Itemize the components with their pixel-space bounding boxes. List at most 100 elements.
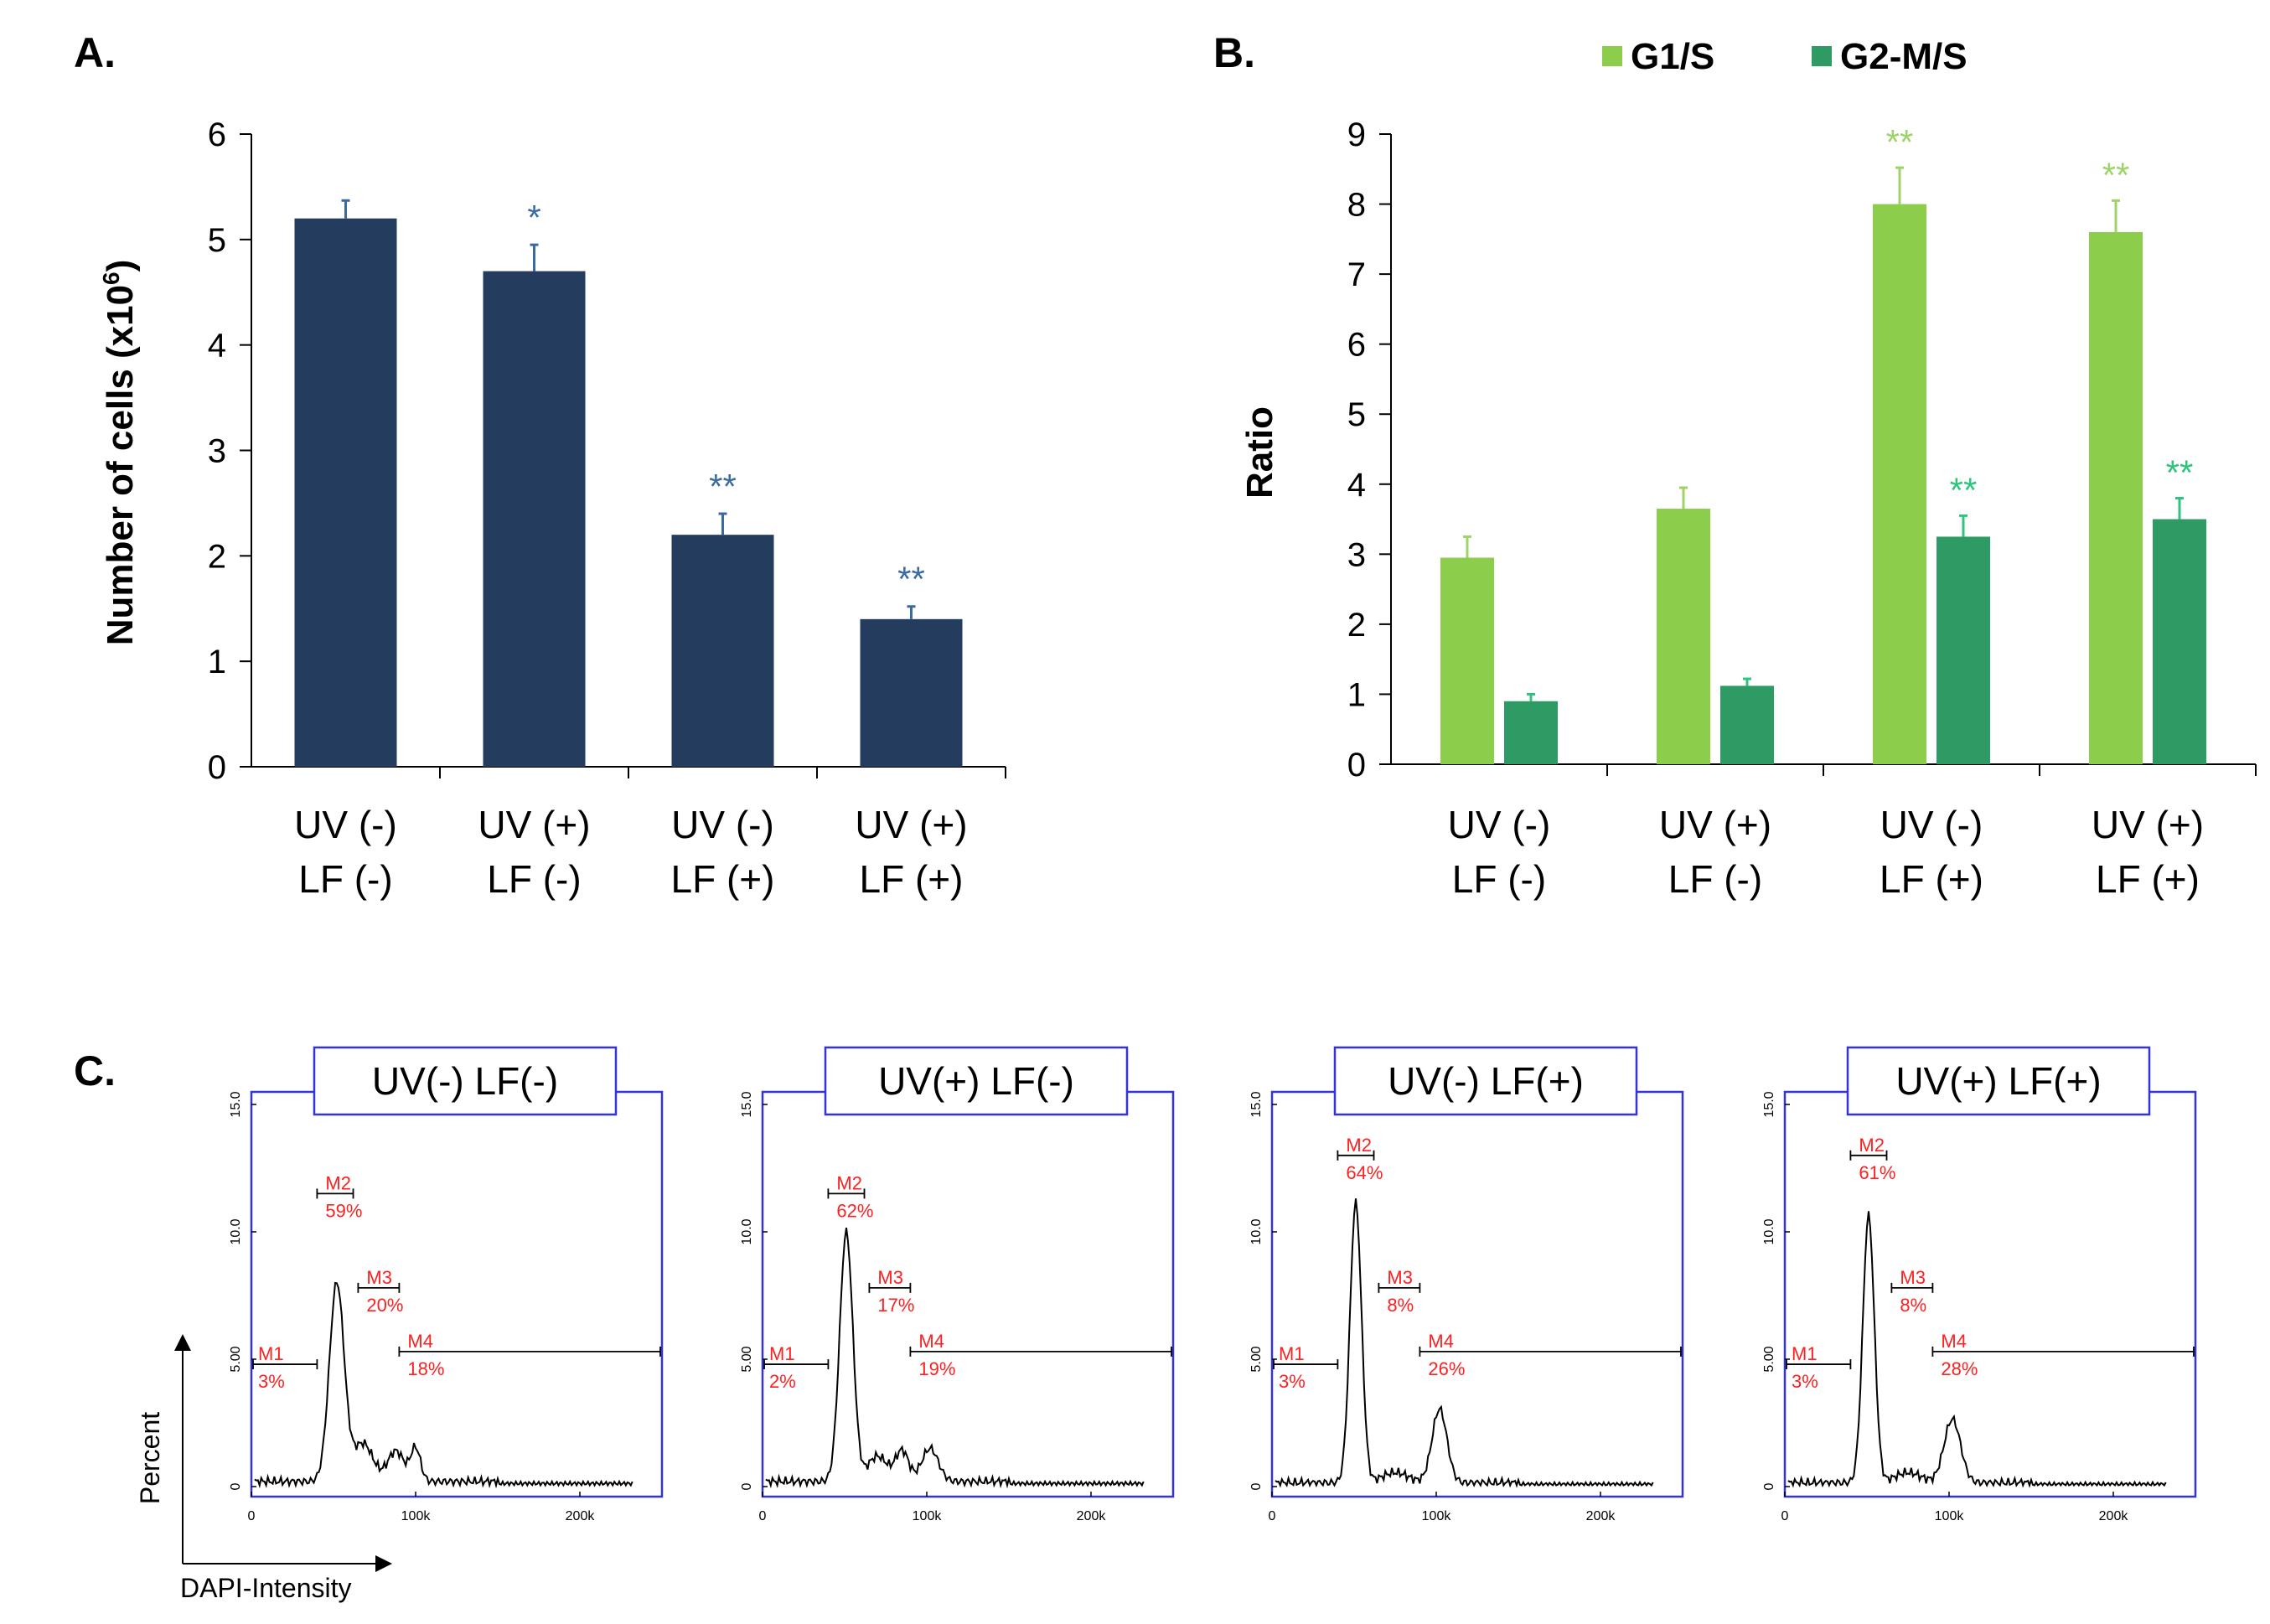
a-category-line1: UV (+)	[855, 803, 967, 846]
gate-marker-percent: 62%	[836, 1200, 873, 1221]
b-category-line1: UV (+)	[1659, 803, 1771, 846]
histogram-y-tick-label: 0	[1762, 1482, 1776, 1490]
gate-marker-name: M4	[407, 1331, 433, 1352]
b-bar	[1657, 509, 1710, 764]
b-category-line1: UV (+)	[2092, 803, 2204, 846]
histogram-y-tick-label: 15.0	[1249, 1091, 1264, 1117]
gate-marker-percent: 64%	[1346, 1162, 1383, 1183]
a-significance: **	[709, 467, 737, 506]
gate-marker-percent: 2%	[769, 1371, 796, 1392]
gate-marker-name: M4	[918, 1331, 944, 1352]
a-bar	[671, 535, 774, 767]
a-category-line2: LF (-)	[298, 857, 392, 901]
b-y-tick-label: 1	[1347, 676, 1366, 713]
a-category-line2: LF (+)	[671, 857, 775, 901]
gate-marker-percent: 8%	[1900, 1295, 1926, 1316]
histogram-x-tick-label: 200k	[1586, 1509, 1616, 1523]
histogram-y-tick-label: 5.00	[740, 1346, 754, 1372]
condition-title: UV(+) LF(+)	[1895, 1059, 2101, 1103]
b-category-line2: LF (+)	[1880, 857, 1983, 901]
b-category-line1: UV (-)	[1448, 803, 1551, 846]
histogram-y-tick-label: 10.0	[740, 1218, 754, 1244]
b-y-tick-label: 0	[1347, 747, 1366, 784]
histogram-x-tick-label: 200k	[1077, 1509, 1107, 1523]
gate-marker-name: M2	[1346, 1135, 1372, 1156]
gate-marker-percent: 26%	[1428, 1358, 1465, 1379]
histogram-trace	[254, 1281, 633, 1489]
b-y-axis-label: Ratio	[1239, 406, 1280, 499]
condition-title: UV(-) LF(-)	[372, 1059, 558, 1103]
b-legend-swatch	[1602, 46, 1622, 66]
b-bar	[2153, 519, 2206, 764]
gate-marker-percent: 28%	[1941, 1358, 1978, 1379]
b-bar	[2089, 231, 2143, 764]
a-y-tick-label: 4	[208, 328, 226, 365]
histogram-x-tick-label: 200k	[2099, 1509, 2129, 1523]
gate-marker-name: M3	[1387, 1267, 1413, 1288]
histogram-trace	[1275, 1198, 1654, 1488]
b-y-tick-label: 5	[1347, 396, 1366, 433]
condition-title: UV(-) LF(+)	[1388, 1059, 1584, 1103]
gate-marker-name: M2	[1859, 1135, 1885, 1156]
b-category-line2: LF (-)	[1452, 857, 1546, 901]
a-y-tick-label: 3	[208, 433, 226, 470]
histogram-panel: UV(+) LF(-) 0 5.00 10.0 15.0 0 100k 200k M1 2% M2 6…	[740, 1046, 1175, 1523]
gate-marker-name: M4	[1941, 1331, 1967, 1352]
a-bar	[860, 618, 963, 767]
gate-marker-name: M1	[769, 1343, 795, 1364]
b-significance: **	[1886, 122, 1914, 162]
gate-marker-name: M4	[1428, 1331, 1454, 1352]
histogram-x-tick-label: 100k	[1422, 1509, 1452, 1523]
a-category-line1: UV (-)	[671, 803, 774, 846]
condition-title-box	[1846, 1046, 2151, 1116]
b-bar	[1873, 204, 1926, 765]
b-category-line2: LF (+)	[2096, 857, 2200, 901]
gate-marker-percent: 8%	[1387, 1295, 1414, 1316]
histogram-y-tick-label: 10.0	[1762, 1218, 1776, 1244]
chart-b: 0 1 2 3 4 5 6 7 8 9 UV (-) LF (-) UV (+) LF (-) ** ** UV…	[1239, 36, 2257, 901]
b-y-tick-label: 9	[1347, 116, 1366, 153]
histogram-y-tick-label: 5.00	[1249, 1346, 1264, 1372]
gate-marker-name: M2	[836, 1172, 862, 1193]
b-significance: **	[1950, 470, 1978, 509]
gate-marker-percent: 3%	[1279, 1371, 1306, 1392]
histogram-x-tick-label: 200k	[566, 1509, 596, 1523]
panel-b-label: B.	[1213, 29, 1255, 76]
histogram-panel: UV(-) LF(-) 0 5.00 10.0 15.0 0 100k 200k M1 3% M2 5…	[229, 1046, 664, 1523]
gate-marker-percent: 59%	[325, 1200, 362, 1221]
gate-marker-name: M3	[366, 1267, 392, 1288]
a-y-tick-label: 1	[208, 644, 226, 680]
gate-marker-name: M1	[1279, 1343, 1305, 1364]
histogram-x-tick-label: 0	[759, 1509, 767, 1523]
a-category-line1: UV (+)	[478, 803, 590, 846]
percent-arrow-head	[174, 1334, 191, 1351]
histogram-y-tick-label: 15.0	[229, 1091, 243, 1117]
histogram-x-tick-label: 100k	[1935, 1509, 1965, 1523]
condition-title: UV(+) LF(-)	[878, 1059, 1074, 1103]
a-y-tick-label: 2	[208, 538, 226, 575]
histogram-panel: UV(-) LF(+) 0 5.00 10.0 15.0 0 100k 200k M1 3% M2 6…	[1249, 1046, 1684, 1523]
gate-marker-percent: 3%	[258, 1371, 285, 1392]
a-y-tick-label: 6	[208, 116, 226, 153]
gate-marker-percent: 61%	[1859, 1162, 1895, 1183]
histogram-y-tick-label: 0	[1249, 1482, 1264, 1490]
dapi-arrow-head	[375, 1555, 392, 1572]
b-legend-label: G2-M/S	[1840, 36, 1968, 77]
a-category-line2: LF (-)	[487, 857, 581, 901]
a-significance: *	[527, 198, 540, 237]
chart-c: UV(-) LF(-) 0 5.00 10.0 15.0 0 100k 200k M1 3% M2 5…	[135, 1046, 2197, 1603]
gate-marker-name: M2	[325, 1172, 351, 1193]
b-y-tick-label: 2	[1347, 607, 1366, 644]
b-y-tick-label: 3	[1347, 536, 1366, 573]
histogram-y-tick-label: 0	[229, 1482, 243, 1490]
b-bar	[1720, 685, 1774, 764]
condition-title-box	[824, 1046, 1129, 1116]
gate-marker-name: M3	[1900, 1267, 1926, 1288]
gate-marker-percent: 18%	[407, 1358, 444, 1379]
histogram-panel: UV(+) LF(+) 0 5.00 10.0 15.0 0 100k 200k M1 3% M2 6…	[1762, 1046, 2197, 1523]
histogram-trace	[765, 1227, 1145, 1489]
histogram-x-tick-label: 0	[1269, 1509, 1276, 1523]
histogram-x-tick-label: 100k	[913, 1509, 943, 1523]
b-legend-label: G1/S	[1631, 36, 1714, 77]
